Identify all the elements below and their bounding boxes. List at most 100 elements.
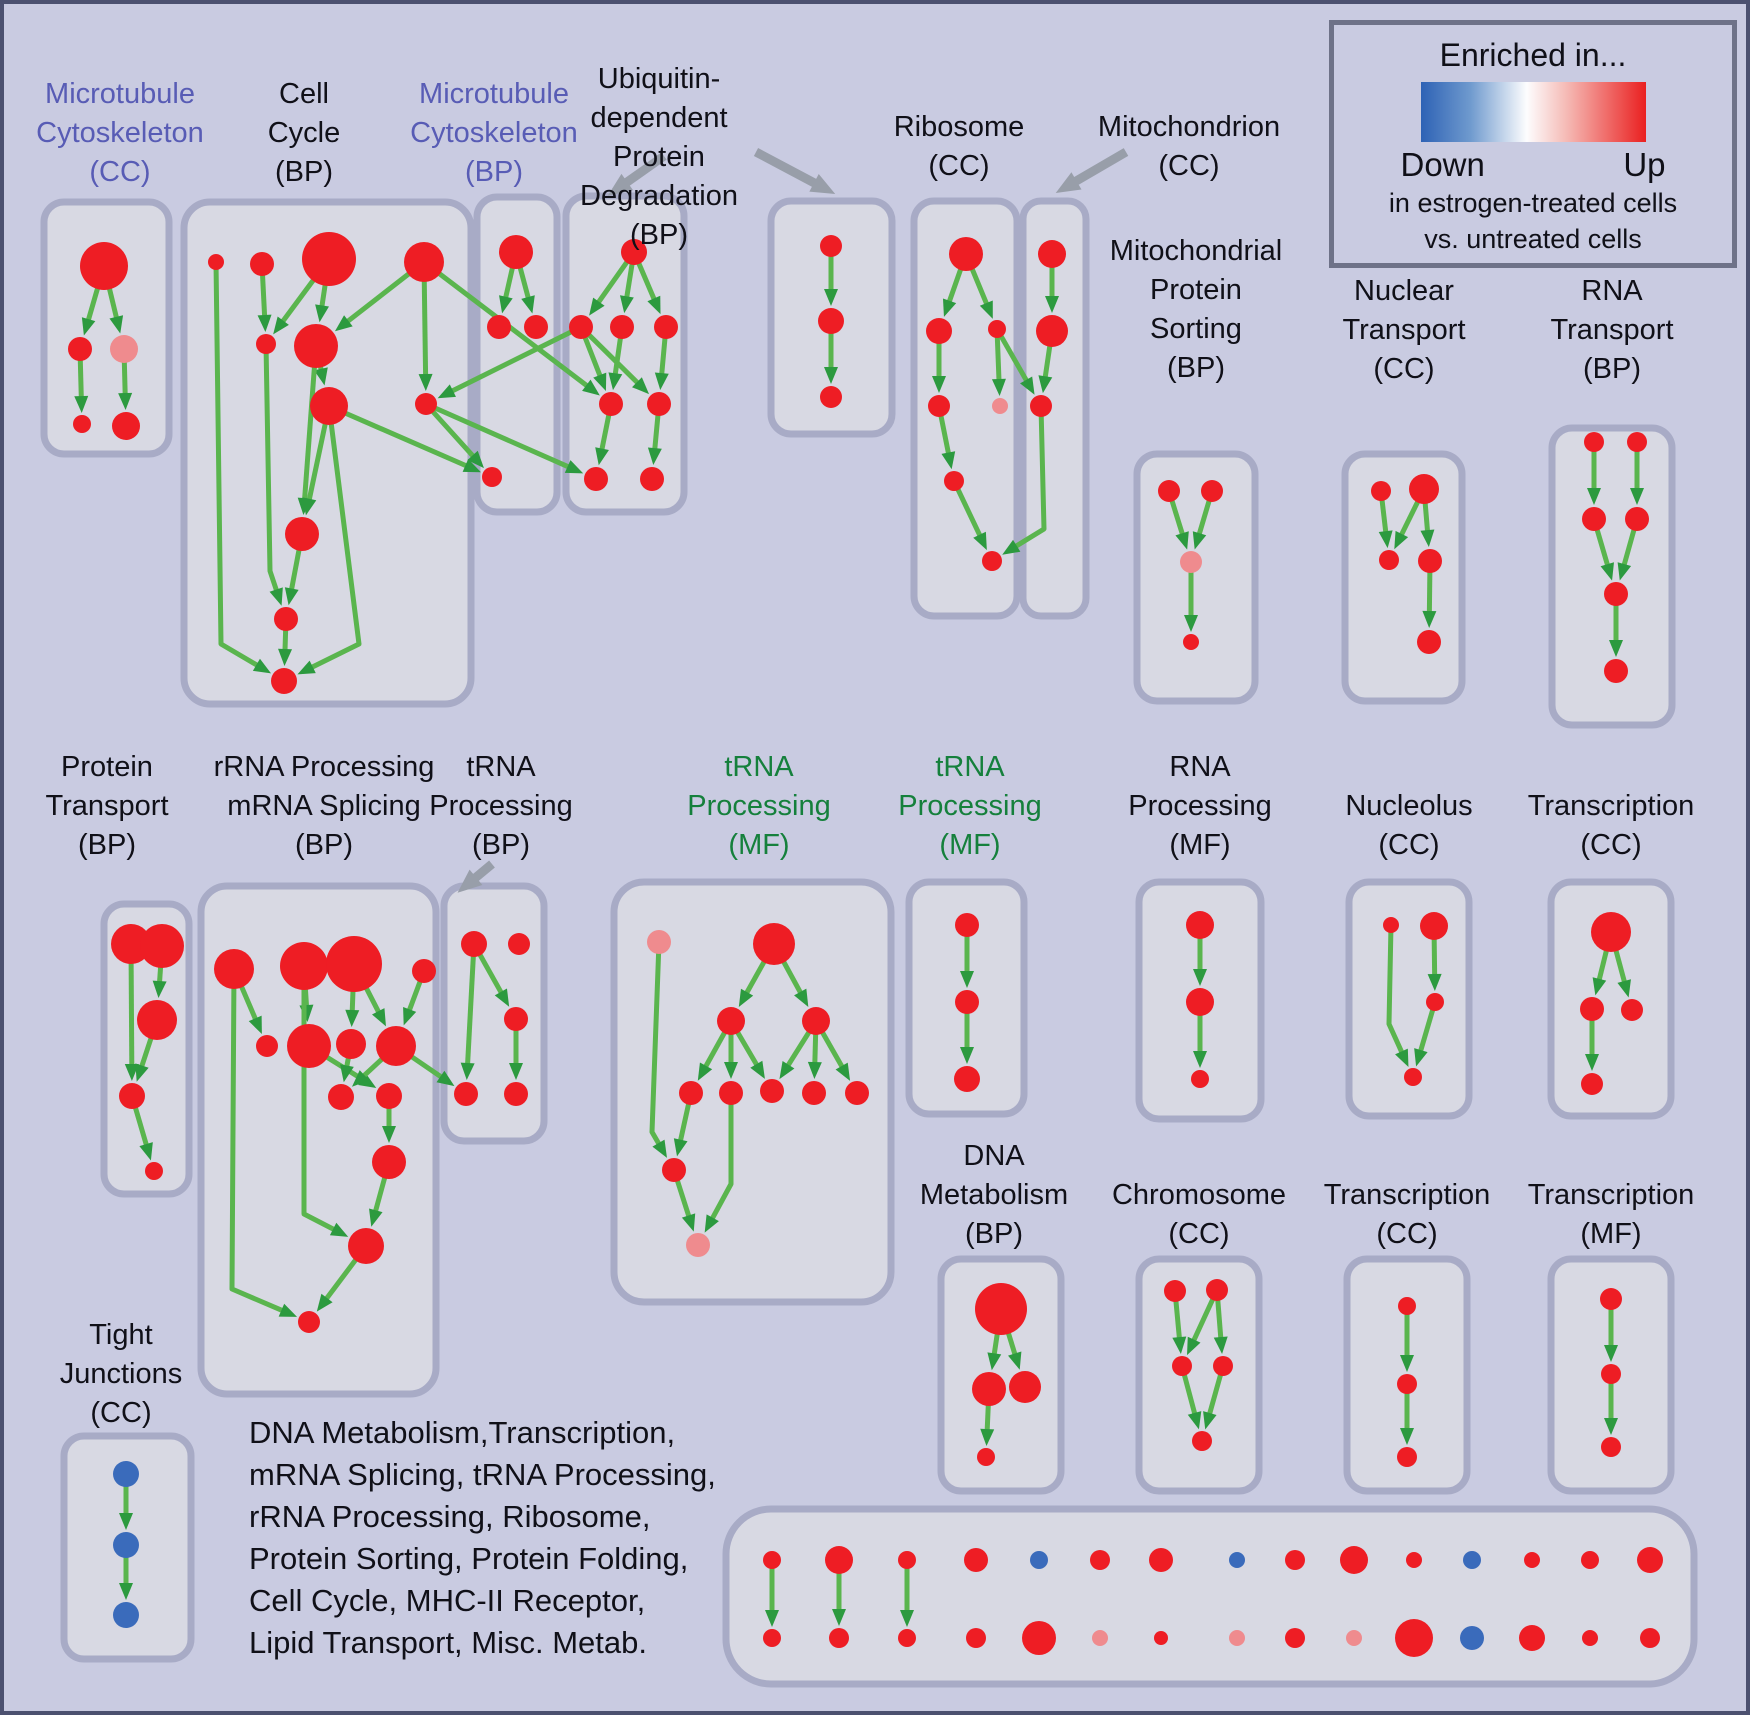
cluster-label-line: Microtubule xyxy=(419,78,569,110)
graph-edge-head xyxy=(382,1126,396,1143)
graph-node-trnamf1 xyxy=(719,1081,743,1105)
cluster-label-line: Sorting xyxy=(1150,313,1242,345)
graph-edge-head xyxy=(139,1142,153,1161)
graph-edge-line xyxy=(464,943,477,1068)
graph-edge-head xyxy=(1192,531,1207,550)
graph-node-mito xyxy=(1038,240,1066,268)
graph-node-rrna xyxy=(298,1311,320,1333)
graph-edge-head xyxy=(681,1213,696,1232)
graph-node-trnamf1 xyxy=(686,1233,710,1257)
graph-node-rnat xyxy=(1604,659,1628,683)
graph-edge-head xyxy=(371,1008,386,1027)
graph-edge-head xyxy=(960,971,974,988)
graph-edge-head xyxy=(124,1063,139,1082)
graph-edge-head xyxy=(351,1070,370,1087)
cluster-label-trna-bp: tRNA Processing (BP) xyxy=(429,748,572,865)
graph-edge-head xyxy=(499,295,513,314)
legend-up-label: Up xyxy=(1623,146,1666,183)
graph-edge-head xyxy=(302,497,317,516)
graph-edge-head xyxy=(593,372,607,391)
graph-node-ubiq1 xyxy=(654,315,678,339)
graph-node-summary xyxy=(1285,1628,1305,1648)
cluster-label-line: (BP) xyxy=(465,156,523,188)
cluster-label-line: (CC) xyxy=(928,150,990,182)
cluster-label-line: RNA xyxy=(1581,275,1643,307)
cluster-label-line: (CC) xyxy=(89,156,151,188)
cluster-label-mitochondrion: Mitochondrion (CC) xyxy=(1098,108,1280,186)
graph-node-nuct xyxy=(1417,630,1441,654)
cluster-label-chromosome: Chromosome (CC) xyxy=(1112,1176,1286,1254)
graph-edge-head xyxy=(647,447,662,466)
graph-edge-head xyxy=(1604,1345,1618,1362)
graph-edge-head xyxy=(824,289,838,306)
cluster-label-microtubule-cc: Microtubule Cytoskeleton (CC) xyxy=(36,75,204,192)
graph-edge-head xyxy=(1400,1428,1414,1445)
graph-node-cc xyxy=(208,254,224,270)
graph-node-summary xyxy=(1524,1552,1540,1568)
caption-line: Protein Sorting, Protein Folding, xyxy=(249,1541,689,1576)
graph-node-txcc1 xyxy=(1621,999,1643,1021)
cluster-label-line: Junctions xyxy=(59,1358,183,1390)
graph-node-rnap xyxy=(1191,1070,1209,1088)
cluster-label-trna-mf-1: tRNA Processing (MF) xyxy=(687,748,830,865)
graph-edge-head xyxy=(1585,1054,1599,1071)
graph-edge-head xyxy=(652,1139,667,1158)
graph-node-nuct xyxy=(1418,549,1442,573)
graph-edge-head xyxy=(595,447,609,466)
graph-edge-line xyxy=(994,327,1031,385)
cluster-label-line: Mitochondrion xyxy=(1097,111,1281,143)
graph-node-trnamf1 xyxy=(717,1007,745,1035)
graph-edge-head xyxy=(1020,376,1035,395)
caption-line: Lipid Transport, Misc. Metab. xyxy=(249,1625,647,1660)
cluster-label-nucleolus: Nucleolus (CC) xyxy=(1345,787,1472,865)
graph-node-cc xyxy=(285,517,319,551)
cluster-label-line: (MF) xyxy=(1580,1218,1642,1250)
graph-node-ribo xyxy=(928,395,950,417)
graph-edge-head xyxy=(1604,1418,1618,1435)
cluster-label-line: Nucleolus xyxy=(1345,790,1473,822)
graph-edge-head xyxy=(697,1062,713,1081)
cluster-label-line: (CC) xyxy=(1376,1218,1438,1250)
graph-edge-head xyxy=(942,298,957,317)
cluster-label-line: (BP) xyxy=(472,829,530,861)
cluster-label-line: Tight xyxy=(89,1319,153,1351)
graph-edge-head xyxy=(460,1062,475,1081)
graph-node-txmf xyxy=(1600,1288,1622,1310)
cluster-label-line: (BP) xyxy=(630,219,688,251)
graph-node-summary xyxy=(1460,1626,1484,1650)
graph-edge-line xyxy=(128,943,135,1069)
cluster-box-nucl xyxy=(1345,878,1473,1120)
graph-edge-head xyxy=(297,660,316,675)
graph-edge-head xyxy=(608,372,623,391)
cluster-label-line: (BP) xyxy=(1583,353,1641,385)
graph-edge-head xyxy=(1617,979,1631,998)
cluster-label-line: Processing xyxy=(429,790,573,822)
label-pointer-arrow-head xyxy=(1055,172,1082,193)
cluster-label-line: Transcription xyxy=(1323,1179,1491,1211)
graph-node-txcc1 xyxy=(1591,912,1631,952)
graph-node-mtbp xyxy=(524,315,548,339)
graph-edge-head xyxy=(1587,488,1601,505)
graph-edge-head xyxy=(1193,1051,1207,1068)
graph-node-summary xyxy=(1030,1551,1048,1569)
cluster-label-line: (BP) xyxy=(78,829,136,861)
graph-node-summary xyxy=(1154,1631,1168,1645)
cluster-label-line: tRNA xyxy=(935,751,1005,783)
graph-edge-head xyxy=(119,1513,133,1530)
cluster-label-line: Ubiquitin- xyxy=(597,63,721,95)
graph-node-prot xyxy=(119,1083,145,1109)
cluster-label-line: Transport xyxy=(1342,314,1466,346)
graph-node-trnamf1 xyxy=(753,923,795,965)
graph-edge-line xyxy=(301,345,319,503)
graph-node-summary xyxy=(966,1628,986,1648)
graph-node-summary xyxy=(1640,1628,1660,1648)
caption-line: Cell Cycle, MHC-II Receptor, xyxy=(249,1583,646,1618)
graph-node-cc xyxy=(294,324,338,368)
graph-node-summary xyxy=(1229,1630,1245,1646)
graph-node-cc xyxy=(256,334,276,354)
graph-edge-head xyxy=(334,315,353,332)
graph-node-chrom xyxy=(1164,1280,1186,1302)
graph-node-cc xyxy=(404,242,444,282)
graph-node-trnabp xyxy=(504,1007,528,1031)
graph-edge-head xyxy=(315,304,329,323)
